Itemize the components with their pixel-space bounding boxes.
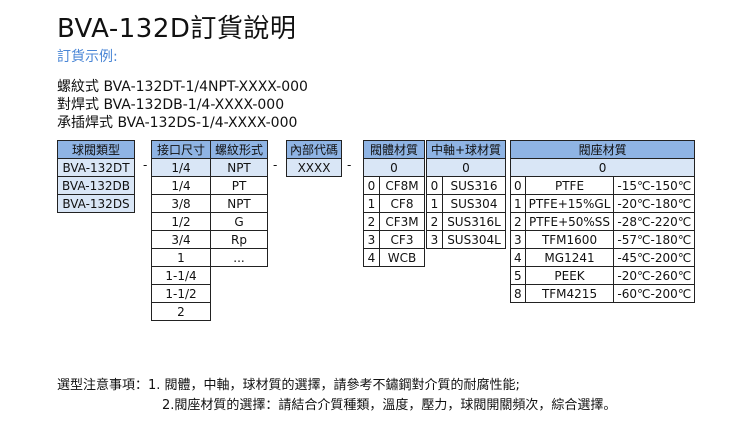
separator-dash: - — [347, 158, 352, 172]
seat-material-header: 閥座材質 — [509, 140, 696, 159]
seat-code: 0 — [510, 176, 526, 195]
seat-material: PTFE+15%GL — [524, 194, 615, 213]
thread-header: 螺紋形式 — [210, 140, 268, 159]
valve-type-table: 球閥類型 BVA-132DT BVA-132DB BVA-132DS — [57, 140, 135, 213]
body-material: CF8 — [379, 194, 425, 213]
seat-temp-range: -20℃-260℃ — [613, 266, 696, 285]
seat-material-table: 閥座材質 0 0 PTFE -15℃-150℃ 1 PTFE+15%GL -20℃-18… — [509, 140, 696, 303]
seat-temp-range: -57℃-180℃ — [613, 230, 696, 249]
selection-notes: 選型注意事項：1. 閥體，中軸，球材質的選擇，請參考不鏽鋼對介質的耐腐性能; 2… — [57, 376, 616, 416]
seat-temp-range: -20℃-180℃ — [613, 194, 696, 213]
body-material: CF3 — [379, 230, 425, 249]
seat-temp-range: -45℃-200℃ — [613, 248, 696, 267]
seat-temp-range: -60℃-200℃ — [613, 284, 696, 303]
size-cell: 1-1/2 — [151, 284, 211, 303]
order-example-heading: 訂貨示例: — [57, 49, 118, 65]
stem-code: 3 — [426, 230, 443, 249]
thread-cell: Rp — [210, 230, 268, 249]
size-cell: 3/8 — [151, 194, 211, 213]
body-material-table: 閥體材質 0 0 CF8M 1 CF8 2 CF3M 3 CF3 4 WCB — [363, 140, 425, 267]
seat-temp-range: -15℃-150℃ — [613, 176, 696, 195]
seat-material: TFM1600 — [524, 230, 615, 249]
stem-code: 1 — [426, 194, 443, 213]
internal-code-value: XXXX — [285, 158, 343, 177]
stem-material: SUS316 — [442, 176, 506, 195]
body-material: CF3M — [379, 212, 425, 231]
valve-type-row: BVA-132DS — [57, 194, 135, 213]
seat-code: 4 — [510, 248, 526, 267]
example-socket-weld: 承插焊式 BVA-132DS-1/4-XXXX-000 — [57, 115, 298, 131]
body-code: 3 — [363, 230, 380, 249]
stem-code: 2 — [426, 212, 443, 231]
size-cell: 1/4 — [151, 176, 211, 195]
stem-ball-header: 中軸+球材質 — [426, 140, 506, 159]
size-thread-table: 接口尺寸 螺紋形式 1/4 NPT 1/4 PT 3/8 NPT 1/2 G 3/4 R… — [151, 140, 268, 321]
note-line-2: 2.閥座材質的選擇：請結合介質種類，溫度，壓力，球閥開關頻次，綜合選擇。 — [162, 398, 617, 413]
seat-material-value: 0 — [509, 158, 696, 177]
thread-cell: G — [210, 212, 268, 231]
body-code: 0 — [363, 176, 380, 195]
size-cell: 1 — [151, 248, 211, 267]
stem-material: SUS316L — [442, 212, 506, 231]
thread-cell: NPT — [210, 194, 268, 213]
thread-cell: PT — [210, 176, 268, 195]
seat-code: 2 — [510, 212, 526, 231]
seat-temp-range: -28℃-220℃ — [613, 212, 696, 231]
valve-type-row: BVA-132DB — [57, 176, 135, 195]
seat-code: 5 — [510, 266, 526, 285]
body-material: WCB — [379, 248, 425, 267]
seat-code: 3 — [510, 230, 526, 249]
valve-type-row: BVA-132DT — [57, 158, 135, 177]
body-material-header: 閥體材質 — [363, 140, 425, 159]
seat-material: PTFE — [524, 176, 615, 195]
size-cell: 1-1/4 — [151, 266, 211, 285]
body-code: 2 — [363, 212, 380, 231]
thread-cell: ... — [210, 248, 268, 267]
seat-material: PTFE+50%SS — [524, 212, 615, 231]
internal-code-table: 內部代碼 XXXX — [285, 140, 343, 177]
stem-material: SUS304 — [442, 194, 506, 213]
page-title: BVA-132D訂貨說明 — [57, 14, 297, 44]
internal-code-header: 內部代碼 — [285, 140, 343, 159]
size-cell: 2 — [151, 302, 211, 321]
example-threaded: 螺紋式 BVA-132DT-1/4NPT-XXXX-000 — [57, 79, 308, 95]
stem-code: 0 — [426, 176, 443, 195]
body-material: CF8M — [379, 176, 425, 195]
example-butt-weld: 對焊式 BVA-132DB-1/4-XXXX-000 — [57, 97, 285, 113]
stem-ball-value: 0 — [426, 158, 506, 177]
size-cell: 1/2 — [151, 212, 211, 231]
seat-material: PEEK — [524, 266, 615, 285]
seat-code: 1 — [510, 194, 526, 213]
stem-material: SUS304L — [442, 230, 506, 249]
size-header: 接口尺寸 — [151, 140, 211, 159]
separator-dash: - — [143, 158, 148, 172]
order-examples: 螺紋式 BVA-132DT-1/4NPT-XXXX-000 對焊式 BVA-13… — [57, 78, 308, 132]
separator-dash: - — [273, 158, 278, 172]
size-cell: 1/4 — [151, 158, 211, 177]
seat-material: TFM4215 — [524, 284, 615, 303]
body-code: 1 — [363, 194, 380, 213]
seat-code: 8 — [510, 284, 526, 303]
valve-type-header: 球閥類型 — [57, 140, 135, 159]
size-cell: 3/4 — [151, 230, 211, 249]
note-line-1: 選型注意事項：1. 閥體，中軸，球材質的選擇，請參考不鏽鋼對介質的耐腐性能; — [57, 378, 520, 393]
body-code: 4 — [363, 248, 380, 267]
seat-material: MG1241 — [524, 248, 615, 267]
body-material-value: 0 — [363, 158, 425, 177]
thread-cell: NPT — [210, 158, 268, 177]
stem-ball-material-table: 中軸+球材質 0 0 SUS316 1 SUS304 2 SUS316L 3 SUS30… — [426, 140, 506, 249]
